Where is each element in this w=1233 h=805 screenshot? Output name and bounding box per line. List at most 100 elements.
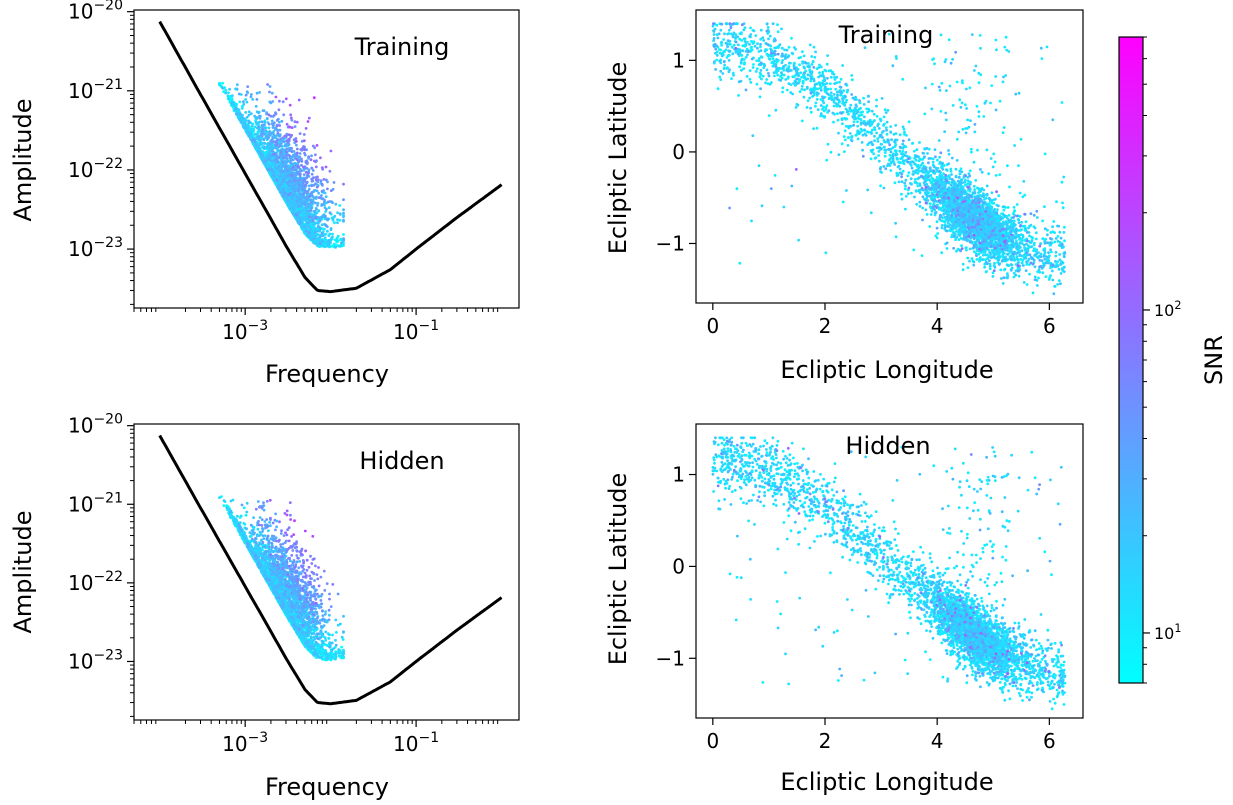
data-point: [302, 173, 306, 177]
data-point: [299, 197, 302, 201]
data-point: [271, 100, 275, 103]
data-point: [315, 144, 319, 147]
data-point: [291, 155, 295, 159]
data-point: [268, 85, 272, 88]
data-point: [297, 165, 301, 169]
data-point: [278, 183, 282, 187]
data-point: [322, 178, 326, 181]
data-point: [283, 134, 287, 138]
data-point: [327, 240, 330, 243]
data-point: [267, 134, 271, 138]
data-point: [324, 195, 328, 199]
data-point: [1018, 191, 1022, 195]
data-point: [335, 238, 339, 242]
data-point: [267, 113, 271, 117]
data-point: [221, 81, 225, 85]
data-point: [297, 98, 301, 102]
data-point: [265, 117, 269, 121]
data-point: [290, 194, 294, 198]
data-point: [318, 235, 322, 239]
data-point: [228, 87, 232, 91]
data-point: [317, 225, 321, 229]
data-point: [291, 162, 295, 166]
data-point: [303, 177, 307, 181]
data-point: [294, 213, 298, 217]
data-point: [326, 229, 329, 233]
data-point: [270, 169, 274, 173]
data-point: [752, 63, 755, 66]
data-point: [290, 158, 293, 162]
data-point: [246, 85, 250, 88]
data-point: [297, 210, 301, 214]
data-point: [940, 81, 944, 85]
data-point: [305, 181, 309, 185]
data-point: [275, 178, 279, 182]
data-point: [259, 142, 262, 146]
data-point: [303, 184, 307, 188]
data-point: [282, 113, 286, 117]
data-point: [334, 245, 338, 249]
data-point: [278, 124, 281, 127]
data-point: [266, 168, 270, 171]
data-point: [304, 126, 308, 130]
data-point: [309, 237, 313, 241]
data-point: [308, 215, 311, 219]
data-point: [317, 191, 321, 195]
data-point: [297, 189, 300, 193]
data-point: [287, 133, 291, 137]
data-point: [329, 149, 333, 153]
data-point: [317, 209, 321, 213]
data-point: [801, 50, 804, 54]
data-point: [257, 150, 261, 153]
data-point: [331, 232, 334, 236]
data-point: [773, 74, 776, 78]
data-point: [715, 58, 719, 62]
data-point: [279, 150, 283, 154]
data-point: [253, 132, 257, 136]
data-point: [740, 39, 744, 42]
data-point: [324, 178, 328, 182]
data-point: [1056, 234, 1060, 238]
data-point: [306, 209, 309, 213]
data-point: [305, 175, 309, 179]
data-point: [261, 109, 265, 112]
data-point: [314, 234, 317, 238]
data-point: [235, 87, 239, 91]
data-point: [306, 205, 310, 209]
data-point: [313, 221, 317, 225]
data-point: [275, 140, 278, 144]
data-point: [295, 200, 298, 203]
data-point: [270, 119, 274, 123]
data-point: [327, 234, 331, 238]
data-point: [334, 202, 338, 206]
data-point: [912, 248, 916, 252]
data-point: [299, 172, 302, 176]
data-point: [310, 194, 314, 198]
data-point: [279, 142, 283, 145]
data-point: [302, 133, 306, 136]
data-point: [274, 157, 278, 161]
data-point: [250, 127, 253, 130]
data-point: [338, 218, 342, 222]
data-point: [342, 218, 345, 222]
panel-title: Training: [354, 33, 450, 61]
data-point: [761, 74, 765, 78]
data-point: [318, 229, 322, 233]
data-point: [311, 144, 315, 148]
data-point: [274, 165, 277, 169]
data-point: [290, 146, 293, 150]
data-point: [331, 201, 334, 205]
data-point: [261, 127, 265, 131]
data-point: [270, 149, 274, 153]
data-point: [306, 190, 310, 193]
data-point: [284, 160, 288, 164]
data-point: [249, 95, 253, 99]
data-point: [293, 125, 297, 128]
data-point: [257, 110, 261, 114]
data-point: [976, 148, 979, 152]
data-point: [342, 198, 345, 202]
data-point: [260, 153, 264, 157]
data-point: [767, 114, 771, 117]
data-point: [308, 219, 312, 223]
